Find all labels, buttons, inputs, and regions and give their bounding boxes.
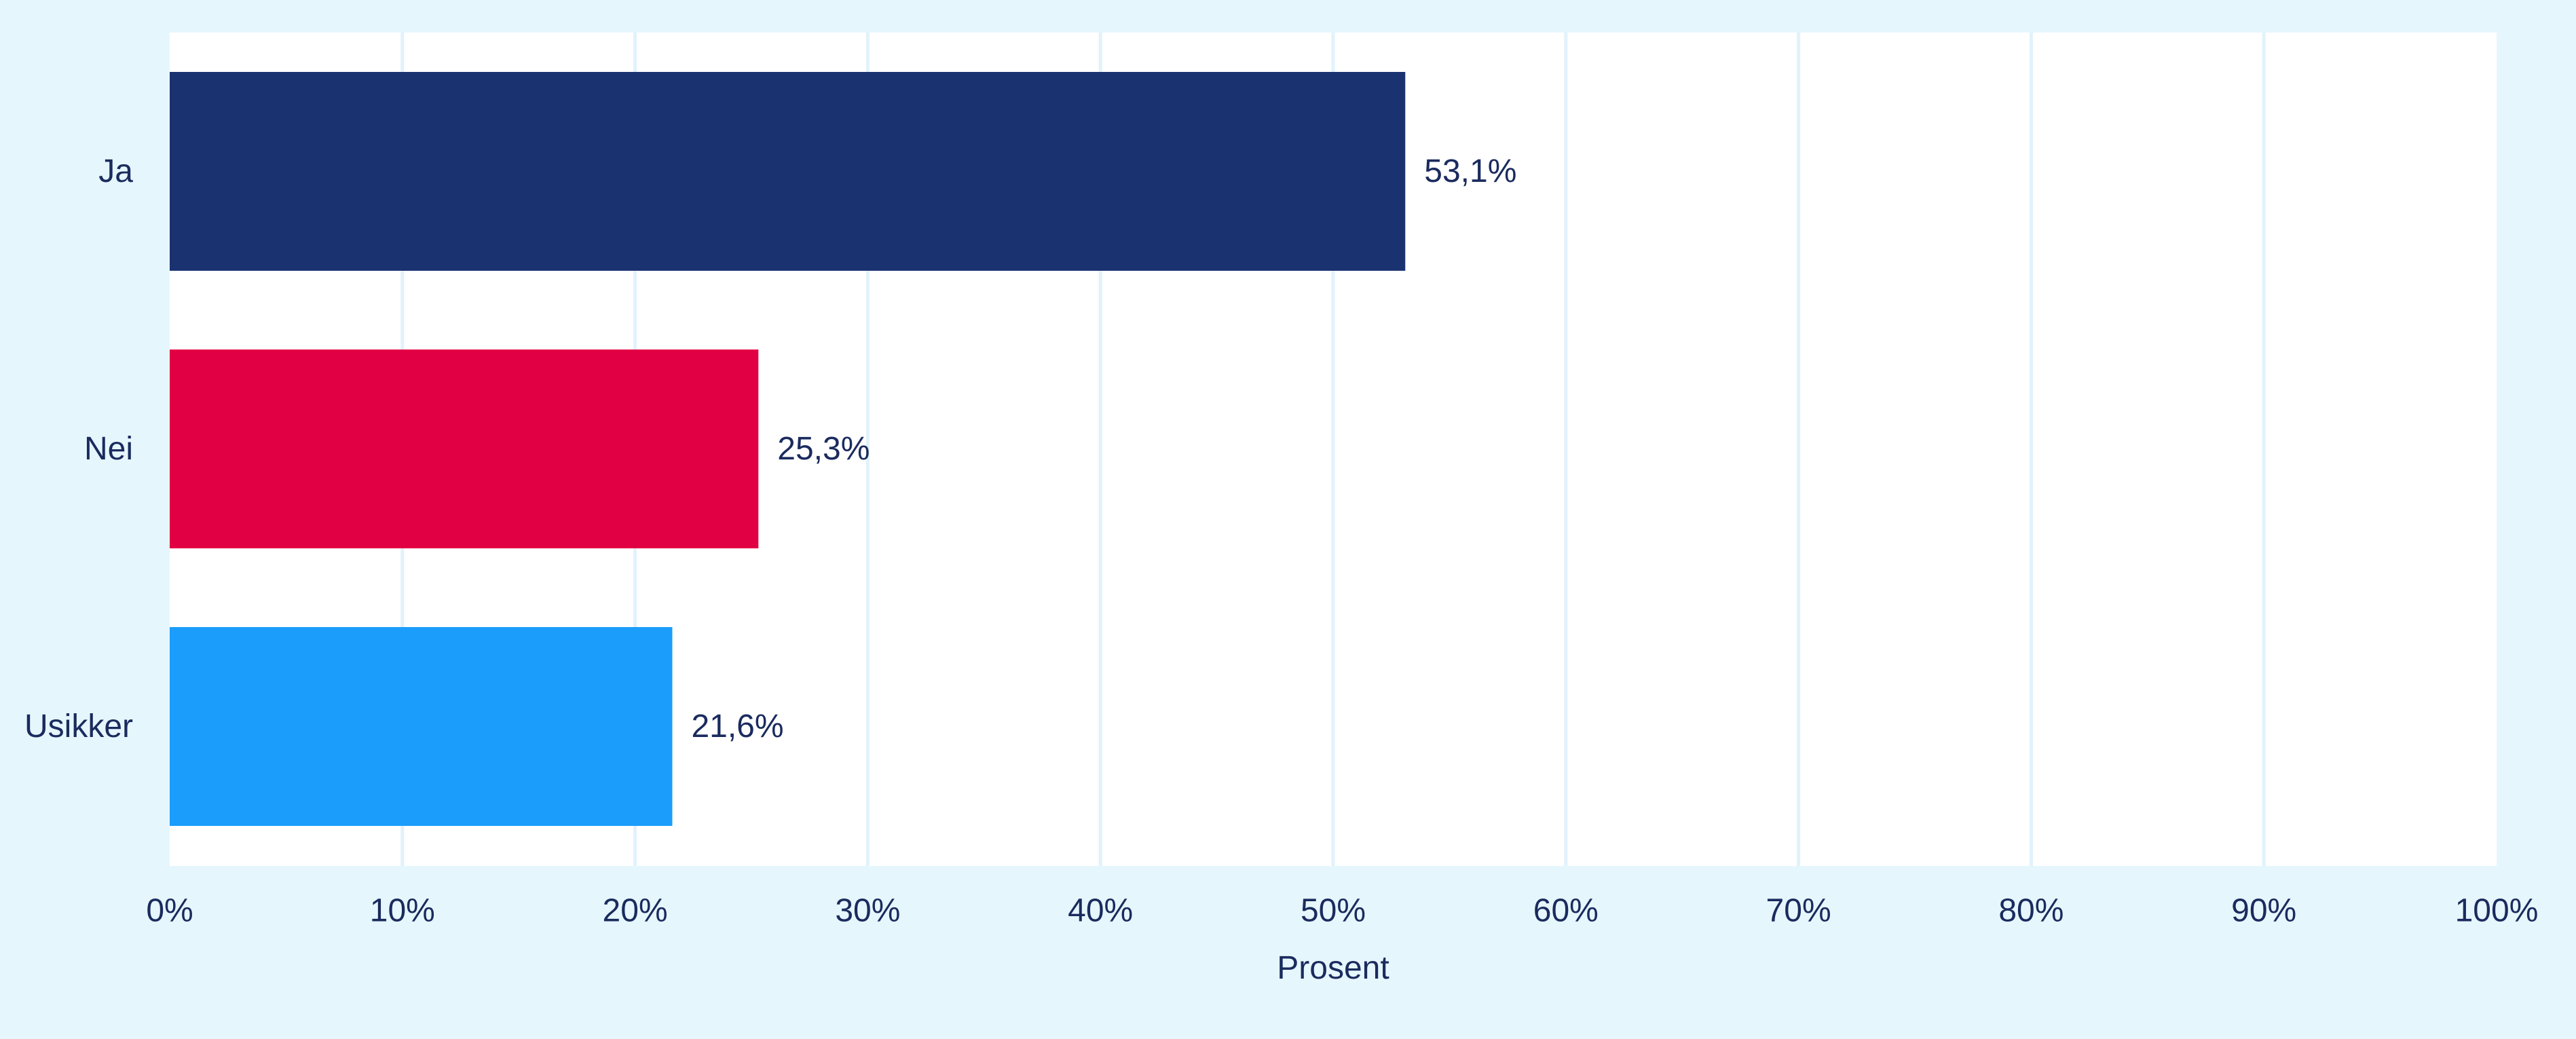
x-tick-label: 30% xyxy=(835,893,900,929)
category-label: Ja xyxy=(98,153,133,189)
category-label: Usikker xyxy=(24,709,133,744)
x-axis-title: Prosent xyxy=(1277,950,1389,986)
x-tick-label: 10% xyxy=(370,893,435,929)
data-label: 53,1% xyxy=(1424,153,1516,189)
x-tick-label: 80% xyxy=(1998,893,2064,929)
data-label: 21,6% xyxy=(691,709,783,744)
data-label: 25,3% xyxy=(777,431,870,467)
x-tick-label: 0% xyxy=(146,893,193,929)
category-label: Nei xyxy=(84,431,133,467)
x-tick-label: 20% xyxy=(603,893,668,929)
bar-nei xyxy=(170,350,759,548)
x-tick-label: 60% xyxy=(1533,893,1599,929)
bars xyxy=(170,72,1406,826)
bar-usikker xyxy=(170,627,673,826)
x-tick-label: 70% xyxy=(1766,893,1831,929)
data-labels: 53,1% 25,3% 21,6% xyxy=(691,153,1516,744)
x-axis-ticks: 0% 10% 20% 30% 40% 50% 60% 70% 80% 90% 100% xyxy=(146,893,2538,929)
x-tick-label: 90% xyxy=(2231,893,2296,929)
x-tick-label: 40% xyxy=(1068,893,1133,929)
bar-ja xyxy=(170,72,1406,271)
x-tick-label: 50% xyxy=(1301,893,1366,929)
y-axis-categories: Ja Nei Usikker xyxy=(24,153,133,744)
x-tick-label: 100% xyxy=(2455,893,2539,929)
